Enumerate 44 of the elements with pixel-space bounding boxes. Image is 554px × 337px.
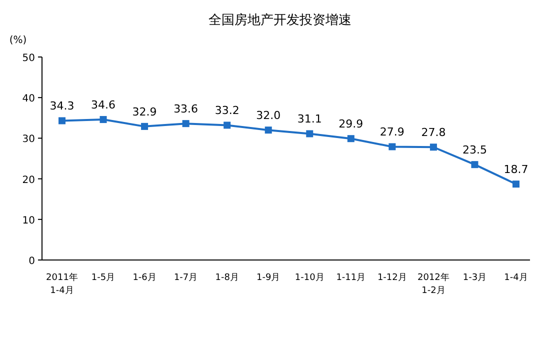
data-label: 34.6 (91, 98, 116, 112)
chart-title: 全国房地产开发投资增速 (208, 12, 352, 28)
data-label: 33.6 (174, 102, 198, 116)
point (224, 122, 231, 129)
point (306, 130, 314, 138)
data-label: 34.3 (50, 100, 74, 113)
y-tick-label: 0 (28, 256, 35, 267)
data-label: 27.9 (380, 126, 404, 139)
point (347, 135, 354, 142)
point (471, 161, 478, 168)
y-tick-label: 40 (22, 94, 35, 105)
x-tick-label: 1-4月 (504, 273, 528, 283)
x-tick-label: 1-3月 (462, 273, 487, 283)
point (182, 120, 190, 128)
x-tick-label: 1-7月 (174, 273, 198, 283)
y-tick-label: 50 (22, 53, 35, 64)
point (141, 122, 148, 130)
x-tick-label: 1-10月 (294, 273, 324, 283)
y-tick-label: 30 (22, 134, 35, 146)
y-tick-label: 10 (22, 215, 35, 226)
data-label: 27.8 (421, 126, 446, 140)
x-tick-label: 1-8月 (215, 273, 239, 283)
point (430, 144, 437, 151)
x-tick-label: 1-6月 (132, 273, 156, 283)
x-tick-label: 1-9月 (256, 273, 280, 283)
point (100, 116, 107, 124)
data-label: 29.9 (338, 118, 364, 131)
point (264, 126, 272, 134)
x-tick-label: 2012年 1-2月 (418, 272, 450, 296)
x-tick-label: 1-5月 (91, 273, 116, 283)
x-tick-label: 2011年 1-4月 (46, 272, 78, 296)
data-label: 32.0 (256, 109, 281, 122)
data-label: 32.9 (132, 105, 157, 118)
point (388, 143, 396, 150)
point (58, 117, 66, 124)
data-label: 31.1 (297, 112, 322, 126)
data-label: 18.7 (504, 163, 528, 176)
x-tick-label: 1-11月 (336, 273, 366, 283)
y-tick-label: 20 (22, 174, 35, 186)
x-tick-label: 1-12月 (377, 273, 407, 283)
data-label: 23.5 (462, 144, 487, 157)
point (512, 180, 520, 188)
data-label: 33.2 (214, 104, 240, 118)
y-axis-title: (%) (9, 35, 27, 46)
